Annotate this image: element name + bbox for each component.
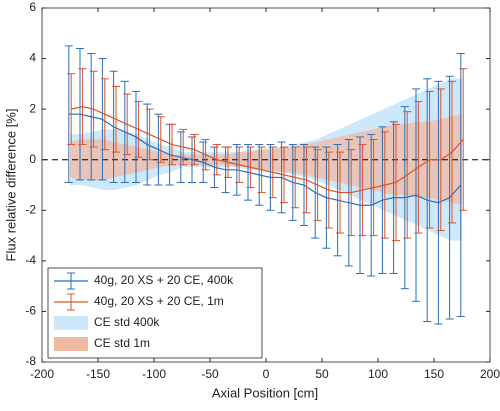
x-tick-label: -50 [201,367,219,381]
legend-label: 40g, 20 XS + 20 CE, 1m [94,294,224,308]
x-tick-label: 200 [480,367,500,381]
x-tick-label: -200 [30,367,54,381]
y-tick-label: -8 [25,354,36,368]
x-tick-label: -150 [86,367,110,381]
legend-label: CE std 1m [94,336,150,350]
series-line [71,105,464,194]
x-tick-label: 100 [368,367,388,381]
series-line [68,113,462,206]
y-tick-label: -4 [25,253,36,267]
legend-label: 40g, 20 XS + 20 CE, 400k [94,273,234,287]
y-tick-label: 2 [29,101,36,115]
legend-label: CE std 400k [94,315,160,329]
y-tick-label: 4 [29,51,36,65]
y-tick-label: -2 [25,202,36,216]
y-tick-label: -6 [25,304,36,318]
legend-swatch [54,316,88,330]
x-tick-label: -100 [142,367,166,381]
x-tick-label: 0 [263,367,270,381]
y-axis-label: Flux relative difference [%] [3,109,18,262]
legend-swatch [54,337,88,351]
y-tick-label: 6 [29,0,36,14]
x-tick-label: 50 [315,367,329,381]
legend: 40g, 20 XS + 20 CE, 400k 40g, 20 XS + 20 … [47,267,263,359]
x-axis-label: Axial Position [cm] [212,385,318,400]
y-tick-label: 0 [29,152,36,166]
x-tick-label: 150 [424,367,444,381]
